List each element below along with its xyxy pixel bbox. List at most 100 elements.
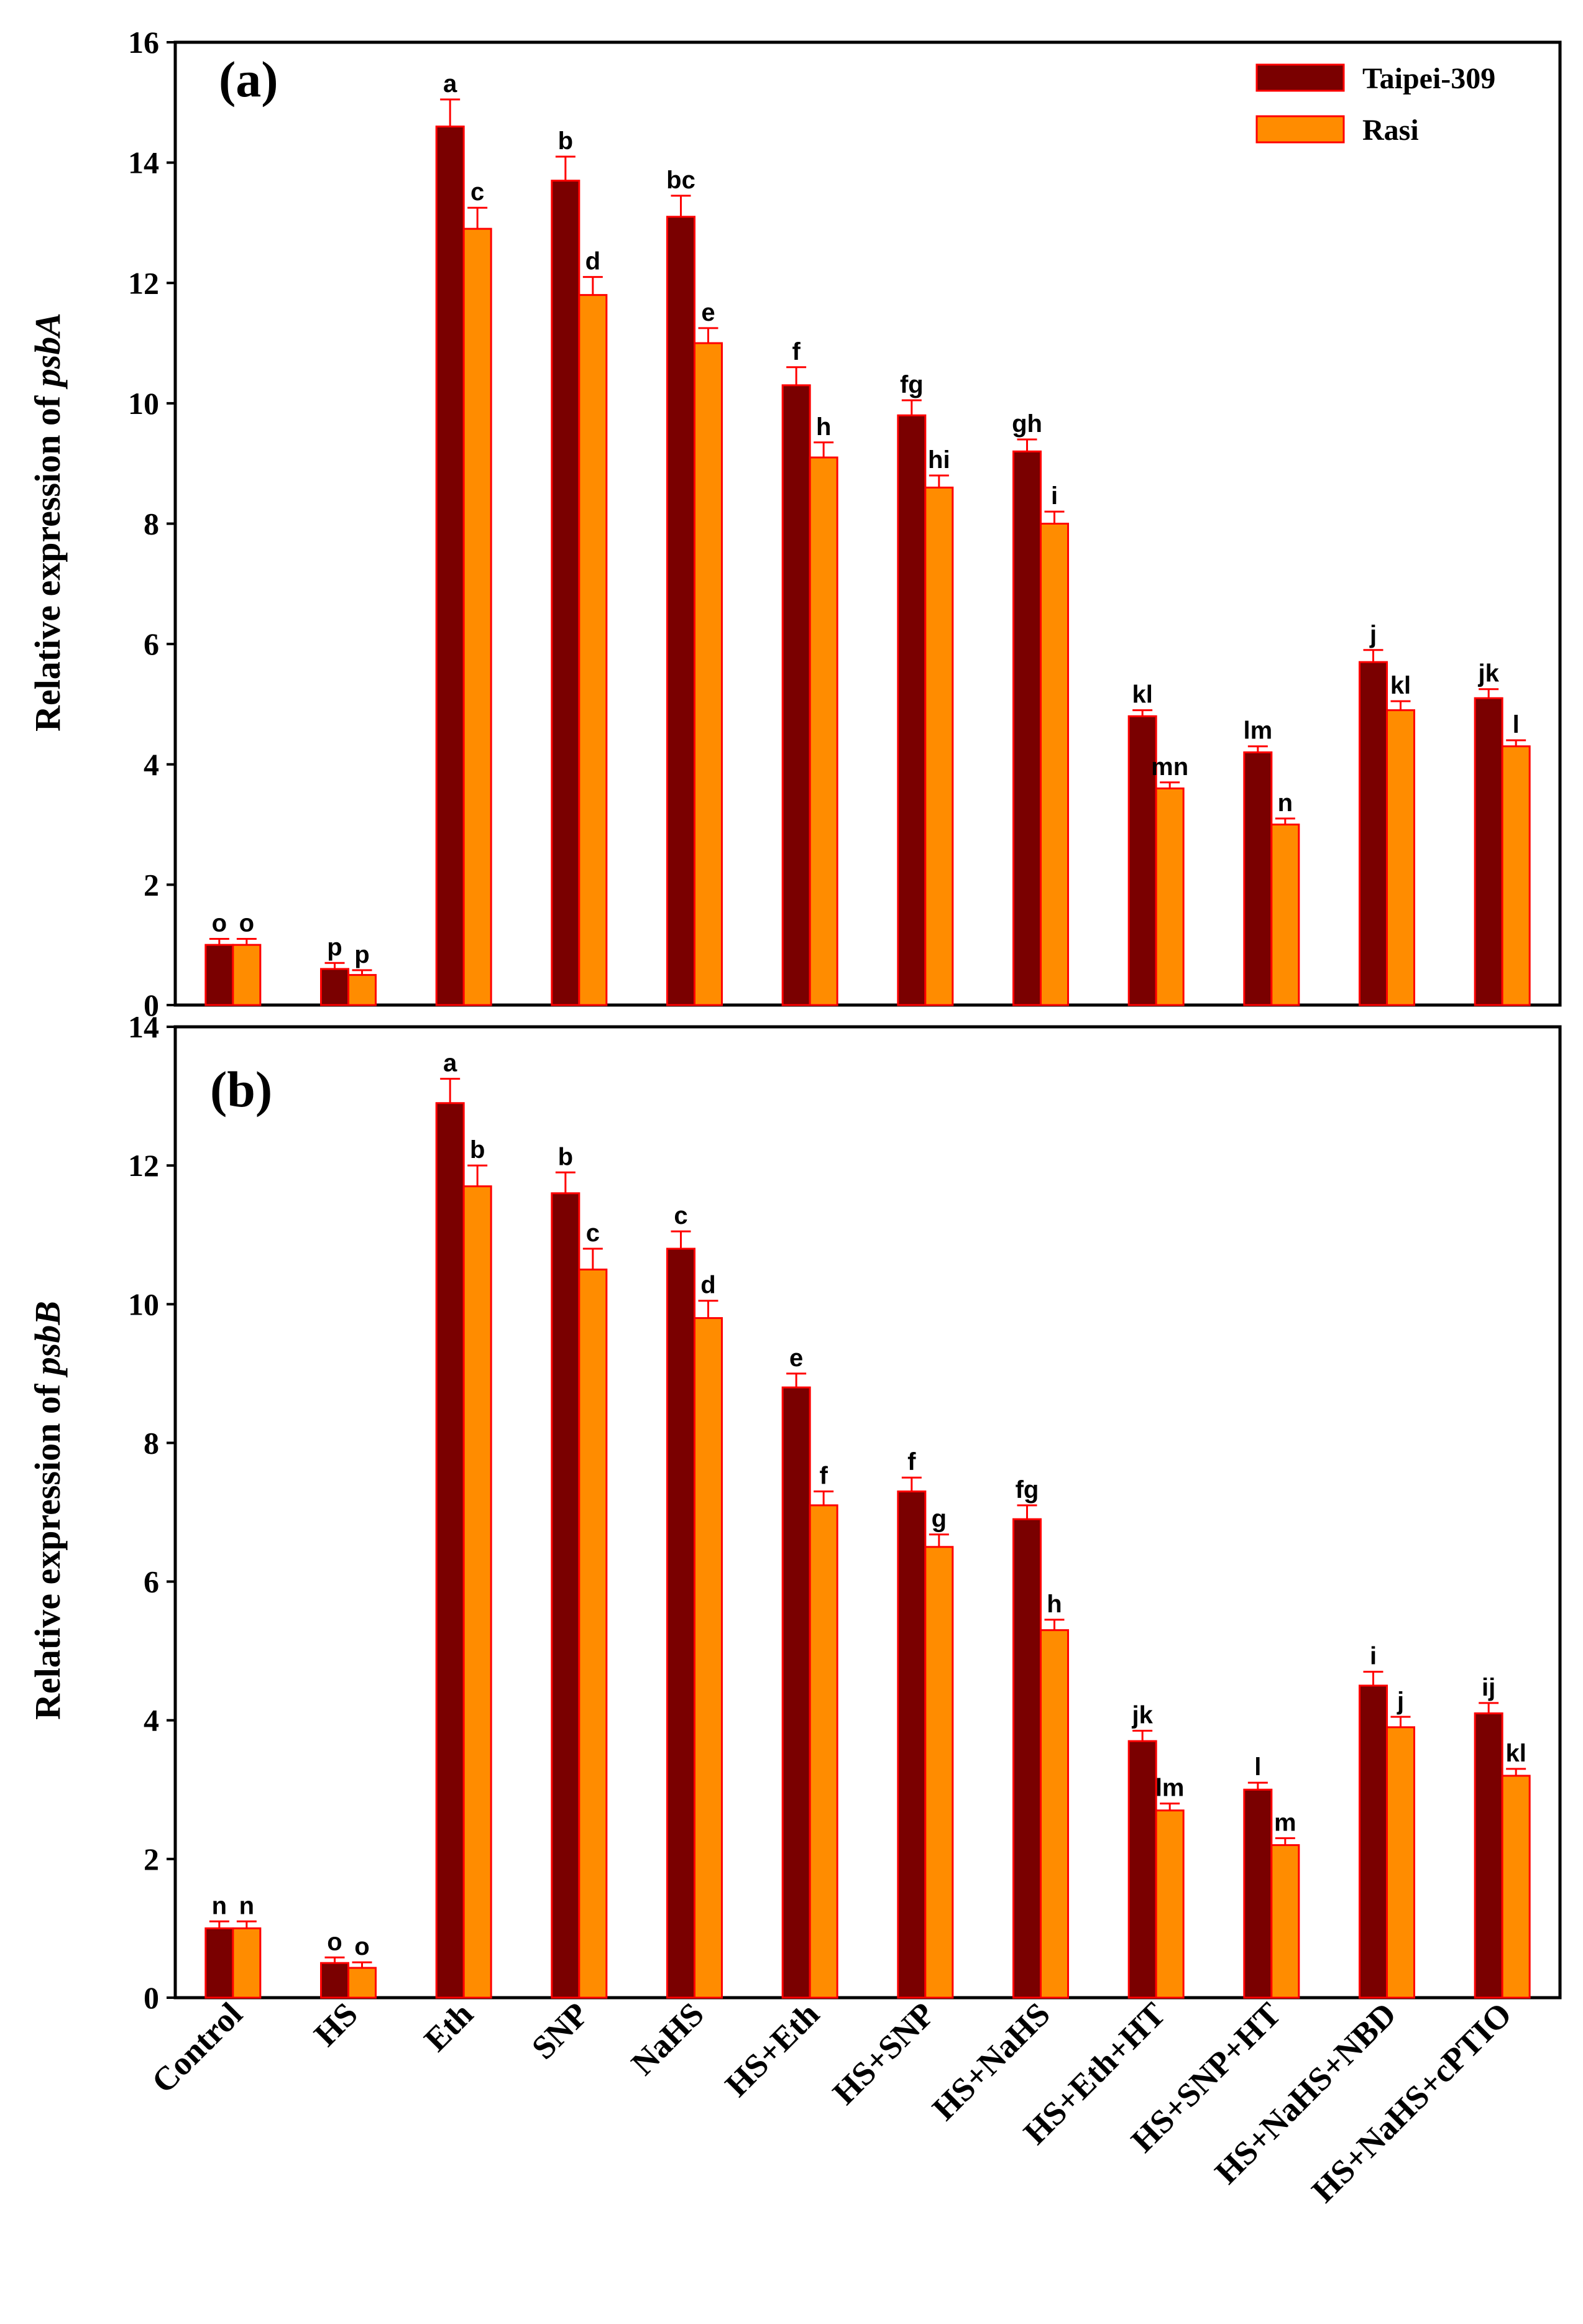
panel-b-bar-taipei-309-hs-nahs-nbd [1359,1684,1388,1999]
panel-a-significance-label-taipei-309-nahs: bc [666,167,695,194]
panel-b-y-tick-label: 0 [144,1980,159,2015]
panel-a-bar-taipei-309-hs-snp-ht [1243,751,1273,1006]
panel-b-significance-label-taipei-309-hs-eth-ht: jk [1131,1701,1153,1729]
panel-a-bar-rasi-hs-eth-ht [1155,787,1185,1006]
panel-a-bar-rasi-hs-eth [809,456,838,1006]
panel-a-bar-rasi-hs-nahs-nbd [1386,709,1415,1006]
panel-a-bar-taipei-309-eth [435,126,465,1006]
panel-b-y-tick-label: 14 [128,1009,159,1044]
panel-a-bar-rasi-snp [578,294,608,1006]
panel-b-significance-label-rasi-nahs: d [700,1272,715,1299]
panel-b-bar-taipei-309-hs-snp-ht [1243,1788,1273,1999]
panel-a-significance-label-taipei-309-hs-nahs: gh [1012,410,1042,438]
panel-a-significance-label-rasi-hs-snp: hi [928,446,950,474]
panel-b-significance-label-rasi-hs-snp-ht: m [1274,1809,1296,1836]
panel-b-significance-label-taipei-309-hs-snp-ht: l [1254,1753,1261,1781]
panel-b-significance-label-rasi-hs-eth-ht: lm [1155,1775,1185,1802]
panel-a-y-tick-label: 4 [144,747,159,782]
panel-a-bar-taipei-309-hs [320,968,349,1006]
panel-a-bar-rasi-hs-snp [924,486,954,1006]
panel-b-frame [173,1025,1562,2000]
legend-label-taipei-309: Taipei-309 [1362,62,1495,95]
panel-a-y-axis-title-gene: psbA [27,313,68,390]
panel-a-significance-label-taipei-309-eth: a [443,70,457,98]
panel-a-bar-rasi-nahs [694,342,723,1006]
panel-b-significance-label-rasi-snp: c [586,1219,600,1247]
panel-a-significance-label-taipei-309-snp: b [558,127,573,155]
panel-b-y-tick-label: 6 [144,1564,159,1599]
panel-b-bar-rasi-hs-nahs [1040,1629,1069,1999]
panel-b-significance-label-taipei-309-nahs: c [674,1202,687,1229]
panel-b-significance-label-taipei-309-hs-eth: e [789,1344,803,1372]
legend: Taipei-309 Rasi [1255,62,1495,147]
panel-b-bar-rasi-hs-nahs-nbd [1386,1726,1415,1999]
panel-a-significance-label-rasi-hs-eth-ht: mn [1151,753,1188,781]
panel-a-significance-label-rasi-hs-eth: h [816,413,831,441]
panel-b-bar-rasi-hs [347,1967,377,1999]
panel-a-significance-label-rasi-hs: p [354,941,369,968]
panel-b-significance-label-taipei-309-hs-nahs: fg [1016,1476,1039,1504]
panel-b-bar-taipei-309-hs [320,1962,349,1999]
panel-a-y-tick-label: 6 [144,627,159,661]
panel-b-bar-rasi-nahs [694,1317,723,1999]
panel-b-bar-taipei-309-control [204,1927,234,1999]
panel-b-significance-label-taipei-309-control: n [212,1892,227,1919]
panel-b-bar-rasi-hs-eth-ht [1155,1809,1185,1999]
panel-a-significance-label-rasi-snp: d [585,248,600,275]
panel-b-y-tick-label: 12 [128,1148,159,1183]
panel-b-y-tick-label: 8 [144,1425,159,1460]
panel-a-significance-label-rasi-hs-nahs-cptio: l [1513,711,1520,738]
panel-b-y-tick-label: 10 [128,1287,159,1321]
panel-b-significance-label-rasi-control: n [239,1892,254,1919]
panel-a-bar-rasi-control [232,944,262,1006]
panel-b-significance-label-taipei-309-eth: a [443,1050,457,1077]
panel-b-bar-rasi-snp [578,1269,608,1999]
panel-a-bar-taipei-309-hs-eth [781,384,811,1006]
panel-b-bar-rasi-eth [462,1185,492,1999]
panel-a-significance-label-rasi-eth: c [470,178,484,206]
panel-b-bar-taipei-309-hs-nahs-cptio [1474,1712,1503,1999]
panel-b-bar-taipei-309-hs-eth-ht [1127,1740,1157,1999]
panel-b-bar-taipei-309-hs-nahs [1012,1518,1042,1999]
panel-a-significance-label-taipei-309-hs-nahs-cptio: jk [1477,660,1499,687]
panel-b-bar-taipei-309-snp [551,1192,580,1999]
panel-a-significance-label-taipei-309-hs-nahs-nbd: j [1369,621,1377,648]
panel-a-bar-taipei-309-hs-nahs [1012,450,1042,1006]
panel-b-bar-taipei-309-hs-eth [781,1386,811,1999]
panel-b-bar-rasi-hs-eth [809,1504,838,1999]
panel-a-bar-taipei-309-hs-nahs-cptio [1474,697,1503,1006]
panel-a-bar-taipei-309-snp [551,180,580,1006]
panel-a-bar-rasi-hs-nahs [1040,523,1069,1006]
panel-a-y-tick-label: 2 [144,867,159,902]
panel-a-y-axis-title-prefix: Relative expression of [27,387,68,732]
panel-b-significance-label-taipei-309-hs-snp: f [907,1448,916,1476]
panel-b-y-axis-title: Relative expression of psbB [27,1301,68,1720]
panel-b-significance-label-rasi-hs: o [354,1933,369,1960]
panel-b-bar-rasi-hs-nahs-cptio [1501,1775,1531,1999]
panel-a-bar-taipei-309-hs-nahs-nbd [1359,661,1388,1006]
panel-b-significance-label-taipei-309-snp: b [558,1143,573,1170]
panel-a-significance-label-taipei-309-hs-eth: f [792,338,801,365]
panel-b-significance-label-rasi-hs-snp: g [932,1505,947,1533]
panel-b-bar-rasi-hs-snp [924,1546,954,1999]
panel-b-significance-label-rasi-hs-eth: f [820,1463,828,1490]
panel-a-significance-label-rasi-nahs: e [701,299,715,326]
panel-b-y-axis: 0 2 4 6 8 10 12 14 [128,1009,175,2015]
panel-b-y-tick-label: 2 [144,1842,159,1876]
panel-a-y-tick-label: 0 [144,988,159,1022]
panel-a-bar-taipei-309-hs-snp [897,414,927,1006]
panel-b-significance-label-taipei-309-hs-nahs-nbd: i [1370,1643,1377,1670]
panel-a-bar-taipei-309-control [204,944,234,1006]
panel-a-bar-rasi-hs [347,974,377,1006]
panel-a-y-axis: 0 2 4 6 8 10 12 14 16 [128,25,175,1022]
panel-b-significance-label-rasi-eth: b [470,1136,485,1164]
legend-swatch-taipei-309 [1255,63,1345,92]
panel-a-significance-label-taipei-309-hs-snp-ht: lm [1243,717,1272,745]
panel-a-y-tick-label: 12 [128,265,159,300]
panel-b-bar-rasi-hs-snp-ht [1270,1844,1300,1999]
panel-a-y-tick-label: 8 [144,507,159,541]
panel-b-bar-taipei-309-hs-snp [897,1490,927,1999]
